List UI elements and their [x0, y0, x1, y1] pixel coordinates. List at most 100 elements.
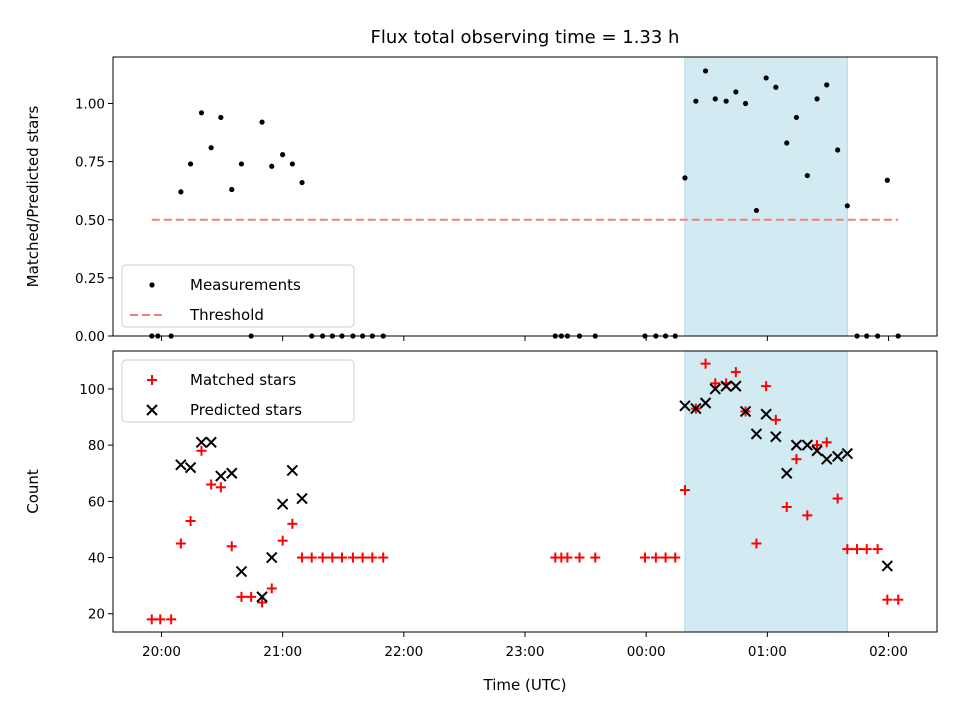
- matched-star-point: [246, 591, 257, 602]
- predicted-star-point: [709, 383, 721, 395]
- matched-star-point: [367, 552, 378, 563]
- predicted-star-point: [286, 464, 299, 477]
- bottom-shaded-region: [684, 350, 848, 633]
- matched-star-point: [257, 597, 268, 608]
- legend-label: Threshold: [189, 306, 264, 324]
- bottom-panel: 20 40 60 80 100 20:00 21:00 22:00 23:00 00:00 01:0…: [24, 350, 938, 694]
- matched-star-point: [306, 552, 317, 563]
- matched-star-point: [670, 552, 681, 563]
- top-legend: Measurements Threshold: [121, 264, 355, 328]
- matched-star-point: [842, 544, 853, 555]
- predicted-star-point: [699, 397, 712, 409]
- legend-matched-marker: [147, 375, 157, 385]
- measurement-point: [198, 110, 205, 116]
- matched-star-point: [317, 552, 328, 563]
- measurement-point: [299, 179, 305, 186]
- predicted-star-point: [205, 436, 217, 449]
- matched-star-point: [378, 552, 389, 563]
- measurement-point: [229, 186, 235, 193]
- measurement-point: [218, 114, 224, 121]
- x-tick-label: 23:00: [506, 644, 545, 660]
- matched-star-point: [832, 493, 843, 504]
- x-tick-label: 00:00: [627, 644, 666, 660]
- predicted-star-point: [256, 591, 268, 603]
- predicted-star-point: [831, 450, 844, 463]
- y-tick-label: 0.00: [75, 329, 105, 345]
- predicted-star-point: [235, 565, 248, 578]
- matched-star-point: [175, 538, 186, 549]
- predicted-star-point: [750, 428, 763, 440]
- matched-star-point: [146, 614, 157, 625]
- predicted-star-point: [215, 470, 227, 482]
- matched-star-point: [590, 552, 601, 563]
- matched-star-point: [287, 518, 298, 529]
- measurement-point: [763, 75, 769, 81]
- matched-star-point: [700, 358, 711, 369]
- measurement-point: [773, 84, 779, 90]
- measurement-point: [208, 145, 214, 151]
- predicted-star-point: [195, 436, 208, 449]
- chart-title: Flux total observing time = 1.33 h: [371, 27, 680, 48]
- x-tick-label: 02:00: [869, 644, 908, 660]
- measurement-point: [784, 140, 790, 146]
- legend-predicted-marker: [146, 404, 158, 416]
- measurement-point: [753, 207, 760, 214]
- matched-star-point: [155, 614, 166, 625]
- matched-star-point: [196, 445, 207, 456]
- matched-star-point: [802, 510, 813, 521]
- measurement-point: [712, 96, 718, 102]
- y-tick-label: 0.50: [75, 213, 105, 229]
- predicted-star-point: [760, 408, 772, 420]
- matched-star-point: [679, 485, 690, 496]
- measurement-point: [178, 189, 184, 195]
- predicted-star-point: [730, 380, 742, 392]
- measurement-point: [693, 98, 699, 104]
- measurement-point: [884, 177, 890, 183]
- predicted-star-point: [781, 467, 793, 479]
- matched-star-point: [226, 541, 237, 552]
- y-tick-label: 80: [88, 438, 105, 454]
- matched-star-point: [166, 614, 177, 625]
- matched-star-point: [639, 552, 650, 563]
- measurement-point: [824, 82, 830, 88]
- predicted-star-point: [841, 447, 854, 460]
- x-tick-label: 20:00: [142, 644, 181, 660]
- measurement-point: [238, 161, 245, 167]
- predicted-star-point: [690, 402, 702, 415]
- measurement-point: [280, 152, 286, 158]
- legend-measurement-marker: [149, 282, 155, 288]
- measurement-point: [259, 119, 265, 125]
- measurement-point: [289, 161, 295, 167]
- predicted-star-point: [739, 405, 752, 418]
- predicted-star-point: [801, 439, 814, 451]
- predicted-star-point: [296, 492, 308, 505]
- matched-star-point: [893, 594, 904, 605]
- matched-star-point: [770, 414, 781, 425]
- matched-star-point: [185, 516, 196, 527]
- legend-label: Matched stars: [190, 371, 296, 389]
- measurement-point: [682, 175, 688, 181]
- predicted-star-point: [811, 445, 823, 457]
- y-tick-label: 60: [88, 494, 105, 510]
- matched-star-point: [821, 437, 832, 448]
- top-panel: 0.00 0.25 0.50 0.75 1.00 Matched/Predicted st…: [24, 56, 938, 345]
- x-axis-label: Time (UTC): [483, 676, 567, 694]
- predicted-star-point: [266, 551, 278, 564]
- matched-star-point: [347, 552, 358, 563]
- predicted-star-point: [821, 453, 833, 465]
- matched-star-point: [852, 544, 863, 555]
- measurement-point: [814, 96, 820, 102]
- predicted-star-point: [679, 400, 691, 412]
- legend-label: Predicted stars: [190, 401, 302, 419]
- matched-star-point: [327, 552, 338, 563]
- matched-star-point: [574, 552, 585, 563]
- top-y-axis-label: Matched/Predicted stars: [24, 106, 42, 288]
- matched-star-point: [562, 552, 573, 563]
- bottom-legend: Matched stars Predicted stars: [121, 359, 355, 423]
- measurement-point: [804, 172, 810, 179]
- matched-star-point: [266, 583, 277, 594]
- matched-star-point: [730, 367, 741, 378]
- predicted-star-point: [770, 430, 782, 443]
- x-tick-label: 22:00: [384, 644, 423, 660]
